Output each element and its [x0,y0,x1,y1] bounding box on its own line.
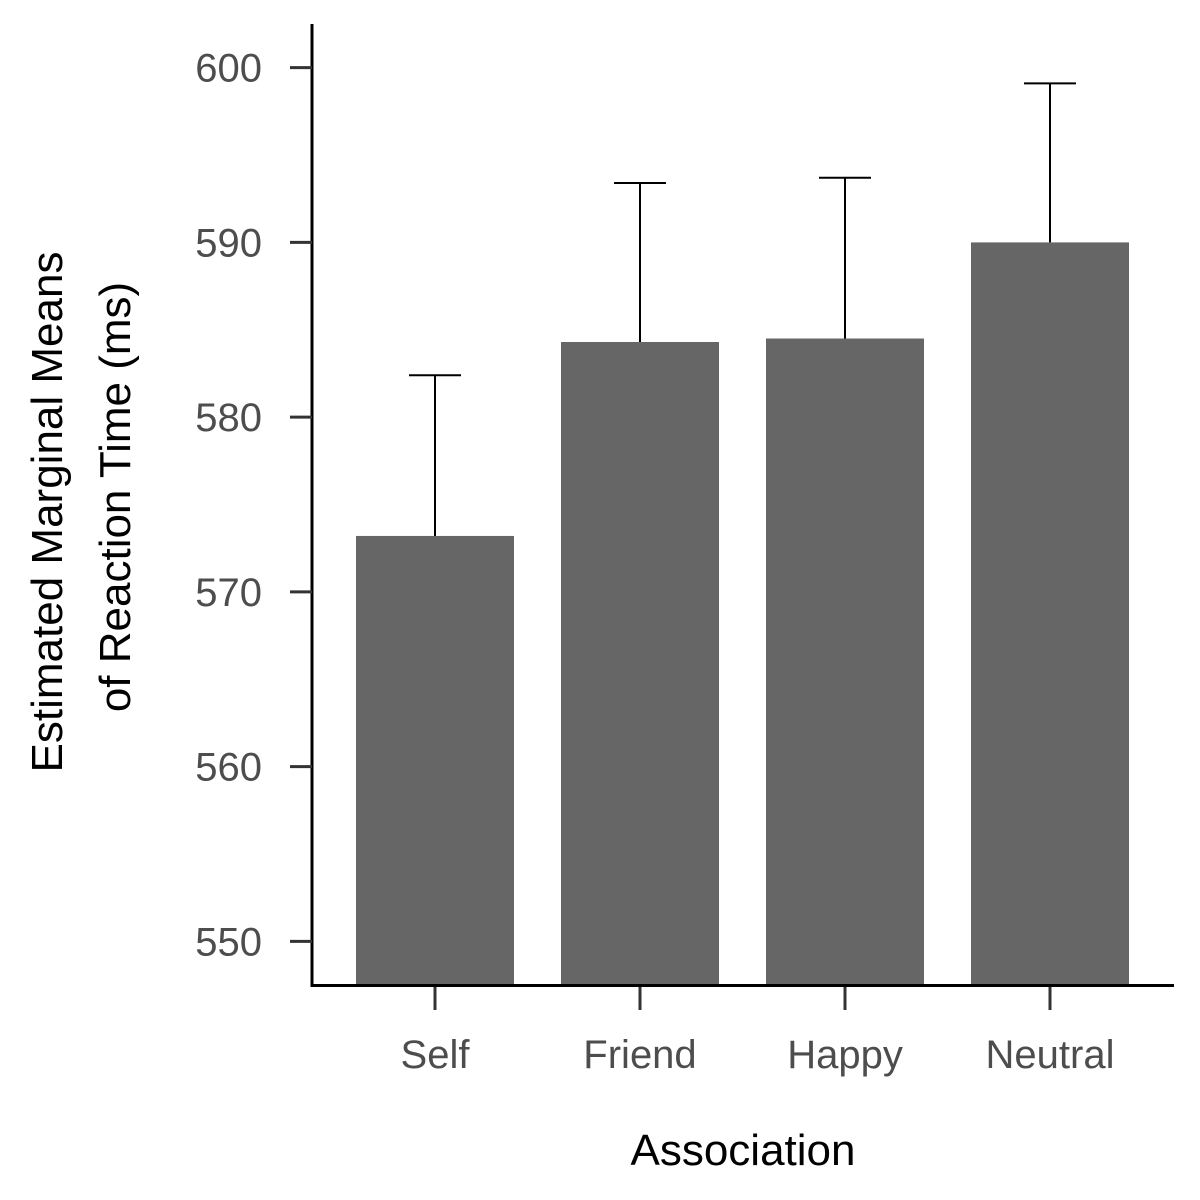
x-tick-label-self: Self [401,1033,471,1077]
bar-self [356,535,514,985]
x-tick-label-neutral: Neutral [986,1033,1115,1077]
x-axis-title: Association [630,1126,855,1175]
bar-neutral [971,242,1129,986]
y-tick-label-550: 550 [195,920,262,964]
y-tick-label-580: 580 [195,396,262,440]
error-bars-group [409,82,1076,536]
y-tick-label-560: 560 [195,746,262,790]
x-tick-label-happy: Happy [787,1033,903,1077]
y-ticks-group: 550 560 570 580 590 600 [195,47,312,964]
y-axis-title: Estimated Marginal Means of Reaction Tim… [23,252,140,773]
y-axis-title-line-1: Estimated Marginal Means [23,252,72,773]
x-ticks-group: Self Friend Happy Neutral [401,987,1115,1077]
y-tick-label-570: 570 [195,571,262,615]
y-tick-label-590: 590 [195,221,262,265]
bar-friend [561,342,719,985]
x-tick-label-friend: Friend [583,1033,696,1077]
y-axis-title-line-2: of Reaction Time (ms) [91,282,140,712]
y-tick-label-600: 600 [195,47,262,91]
bars-group [356,242,1129,986]
bar-happy [766,338,924,985]
